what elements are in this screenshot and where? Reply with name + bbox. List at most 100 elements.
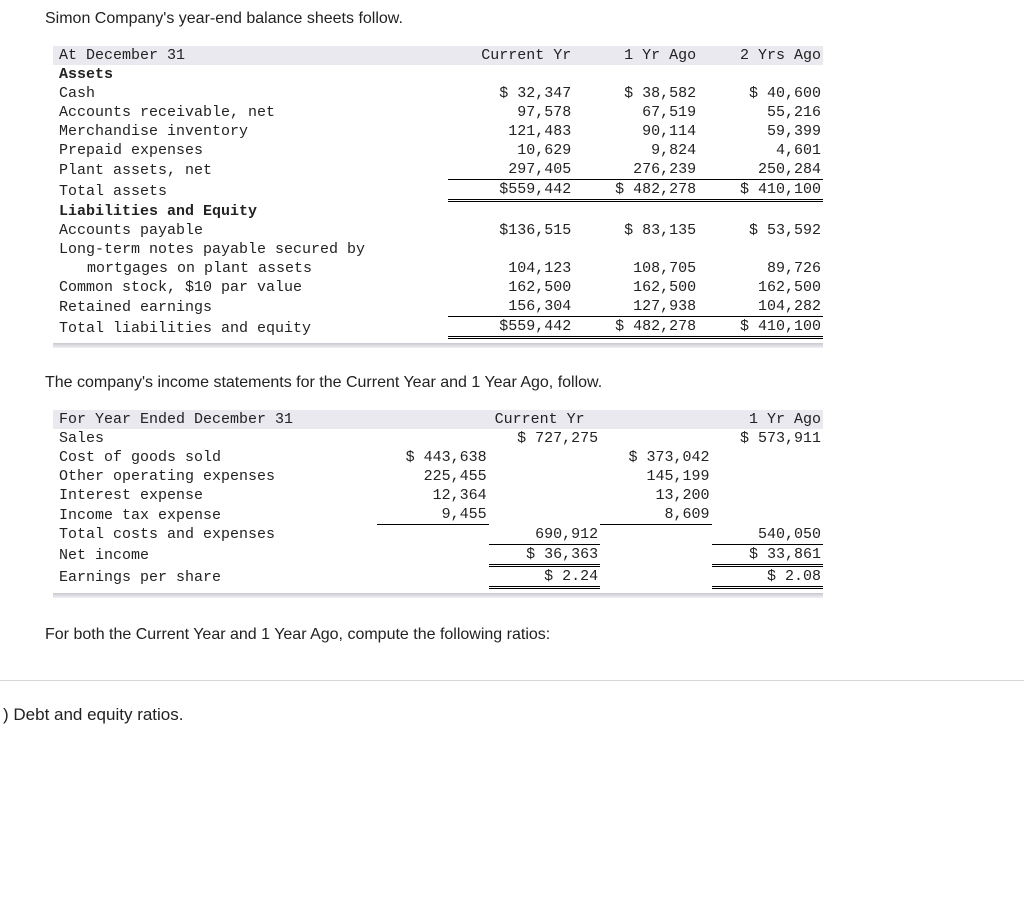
cell: $ 373,042	[600, 448, 711, 467]
row-label: Interest expense	[53, 486, 377, 505]
row-label: Cash	[53, 84, 448, 103]
row-label: Sales	[53, 429, 377, 448]
cell: 97,578	[448, 103, 573, 122]
row-label: Net income	[53, 544, 377, 565]
row-label: Prepaid expenses	[53, 141, 448, 160]
cell: 13,200	[600, 486, 711, 505]
table-row: Income tax expense 9,455 8,609	[53, 505, 823, 525]
table-row: Cost of goods sold $ 443,638 $ 373,042	[53, 448, 823, 467]
header-date: For Year Ended December 31	[53, 410, 377, 429]
liab-label: Liabilities and Equity	[53, 201, 823, 222]
header-current-yr: Current Yr	[448, 46, 573, 65]
header-1yr-ago: 1 Yr Ago	[712, 410, 823, 429]
table-header-row: For Year Ended December 31 Current Yr 1 …	[53, 410, 823, 429]
cell: $ 38,582	[573, 84, 698, 103]
table-footer-bar	[53, 593, 823, 598]
intro-text-1: Simon Company's year-end balance sheets …	[45, 10, 1014, 28]
cell: $ 443,638	[377, 448, 488, 467]
cell: $ 53,592	[698, 221, 823, 240]
cell: 9,455	[377, 505, 488, 525]
cell: $ 36,363	[489, 544, 600, 565]
balance-sheet-table: At December 31 Current Yr 1 Yr Ago 2 Yrs…	[53, 46, 823, 339]
cell: $ 32,347	[448, 84, 573, 103]
divider	[0, 680, 1024, 681]
question-text: For both the Current Year and 1 Year Ago…	[45, 626, 1014, 644]
table-row: mortgages on plant assets 104,123 108,70…	[53, 259, 823, 278]
cell: 162,500	[573, 278, 698, 297]
cell: $ 2.08	[712, 565, 823, 587]
cell: 108,705	[573, 259, 698, 278]
row-label: Merchandise inventory	[53, 122, 448, 141]
row-label: Plant assets, net	[53, 160, 448, 180]
ratio-label: ) Debt and equity ratios.	[3, 705, 1014, 725]
cell: 9,824	[573, 141, 698, 160]
cell: 162,500	[448, 278, 573, 297]
spacer	[377, 410, 488, 429]
cell: $ 573,911	[712, 429, 823, 448]
cell: 59,399	[698, 122, 823, 141]
cell: $559,442	[448, 180, 573, 201]
cell: $ 410,100	[698, 180, 823, 201]
row-label: Retained earnings	[53, 297, 448, 317]
table-row: Accounts payable $136,515 $ 83,135 $ 53,…	[53, 221, 823, 240]
table-row: Common stock, $10 par value 162,500 162,…	[53, 278, 823, 297]
table-row: Long-term notes payable secured by	[53, 240, 823, 259]
cell: $ 83,135	[573, 221, 698, 240]
cell: 89,726	[698, 259, 823, 278]
cell: 145,199	[600, 467, 711, 486]
table-row: Cash $ 32,347 $ 38,582 $ 40,600	[53, 84, 823, 103]
cell: $ 40,600	[698, 84, 823, 103]
row-label: Common stock, $10 par value	[53, 278, 448, 297]
cell: 10,629	[448, 141, 573, 160]
cell: $ 410,100	[698, 317, 823, 338]
intro-text-2: The company's income statements for the …	[45, 374, 1014, 392]
table-row: Plant assets, net 297,405 276,239 250,28…	[53, 160, 823, 180]
row-label: Long-term notes payable secured by	[53, 240, 823, 259]
cell: 12,364	[377, 486, 488, 505]
spacer	[600, 410, 711, 429]
cell: 67,519	[573, 103, 698, 122]
cell: 104,123	[448, 259, 573, 278]
cell: 690,912	[489, 525, 600, 545]
table-row: Total assets $559,442 $ 482,278 $ 410,10…	[53, 180, 823, 201]
table-row: Earnings per share $ 2.24 $ 2.08	[53, 565, 823, 587]
cell: 276,239	[573, 160, 698, 180]
cell: $ 482,278	[573, 180, 698, 201]
header-2yr-ago: 2 Yrs Ago	[698, 46, 823, 65]
table-row: Net income $ 36,363 $ 33,861	[53, 544, 823, 565]
cell: 55,216	[698, 103, 823, 122]
cell: 162,500	[698, 278, 823, 297]
row-label: Accounts payable	[53, 221, 448, 240]
cell: 156,304	[448, 297, 573, 317]
row-label: mortgages on plant assets	[53, 259, 448, 278]
table-row: Retained earnings 156,304 127,938 104,28…	[53, 297, 823, 317]
table-row: Sales $ 727,275 $ 573,911	[53, 429, 823, 448]
table-row: Assets	[53, 65, 823, 84]
cell: $136,515	[448, 221, 573, 240]
header-current-yr: Current Yr	[489, 410, 600, 429]
row-label: Other operating expenses	[53, 467, 377, 486]
cell: $ 482,278	[573, 317, 698, 338]
row-label: Income tax expense	[53, 505, 377, 525]
income-statement-table: For Year Ended December 31 Current Yr 1 …	[53, 410, 823, 589]
cell: $ 2.24	[489, 565, 600, 587]
row-label: Accounts receivable, net	[53, 103, 448, 122]
cell: $ 33,861	[712, 544, 823, 565]
cell: 297,405	[448, 160, 573, 180]
cell: 90,114	[573, 122, 698, 141]
assets-label: Assets	[53, 65, 823, 84]
row-label: Total costs and expenses	[53, 525, 377, 545]
cell: 127,938	[573, 297, 698, 317]
cell: 104,282	[698, 297, 823, 317]
header-1yr-ago: 1 Yr Ago	[573, 46, 698, 65]
table-header-row: At December 31 Current Yr 1 Yr Ago 2 Yrs…	[53, 46, 823, 65]
row-label: Cost of goods sold	[53, 448, 377, 467]
table-row: Prepaid expenses 10,629 9,824 4,601	[53, 141, 823, 160]
table-row: Merchandise inventory 121,483 90,114 59,…	[53, 122, 823, 141]
row-label: Total assets	[53, 180, 448, 201]
cell: 540,050	[712, 525, 823, 545]
row-label: Total liabilities and equity	[53, 317, 448, 338]
cell: 250,284	[698, 160, 823, 180]
table-row: Total liabilities and equity $559,442 $ …	[53, 317, 823, 338]
table-row: Other operating expenses 225,455 145,199	[53, 467, 823, 486]
